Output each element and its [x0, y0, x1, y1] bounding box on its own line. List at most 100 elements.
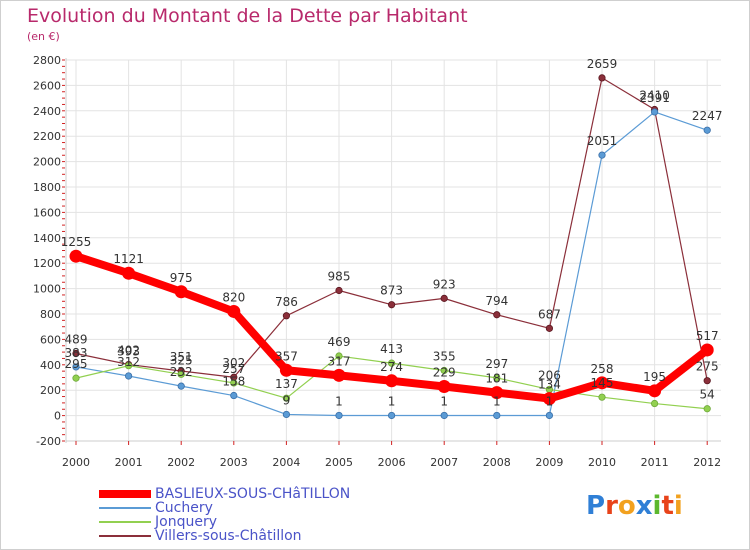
data-label: 1 [440, 394, 448, 408]
data-point [437, 380, 451, 394]
y-tick-label: 200 [40, 384, 61, 397]
data-point [177, 382, 185, 390]
data-label: 312 [117, 355, 140, 369]
y-tick-label: 1600 [33, 206, 61, 219]
data-point [387, 301, 396, 309]
data-label: 1 [388, 394, 396, 408]
data-point [174, 285, 188, 299]
y-tick-label: 600 [40, 333, 61, 346]
logo-letter: i [673, 491, 683, 521]
data-label: 137 [275, 377, 298, 391]
data-point [650, 108, 659, 116]
legend-swatch-cuchery [99, 507, 151, 509]
data-label: 229 [433, 366, 456, 380]
data-point [335, 411, 343, 420]
y-tick-label: 400 [40, 359, 61, 372]
y-tick-label: 1000 [33, 283, 61, 296]
data-point [72, 363, 80, 371]
y-tick-label: 2000 [33, 156, 61, 169]
data-point [385, 374, 399, 388]
data-point [177, 370, 185, 378]
data-point [227, 304, 241, 318]
y-tick-label: 1200 [33, 257, 61, 270]
data-label: 351 [170, 350, 193, 364]
data-label: 302 [222, 356, 245, 370]
data-label: 2659 [587, 57, 618, 71]
data-point [335, 352, 343, 360]
data-point [332, 368, 346, 382]
y-tick-label: 2800 [33, 54, 61, 67]
data-point [122, 266, 136, 280]
data-label: 181 [485, 372, 508, 386]
data-point [493, 411, 501, 420]
data-label: 985 [328, 270, 351, 284]
data-point [279, 363, 293, 377]
data-label: 794 [485, 294, 508, 308]
data-point [598, 151, 606, 159]
legend-item-cuchery: Cuchery [99, 501, 350, 515]
data-label: 134 [538, 378, 561, 392]
legend-label-cuchery: Cuchery [155, 500, 213, 516]
legend-swatch-villers [99, 535, 151, 537]
data-label: 413 [380, 342, 403, 356]
data-label: 489 [65, 332, 88, 346]
chart-subtitle: (en €) [27, 30, 60, 43]
data-label: 195 [643, 370, 666, 384]
data-point [440, 411, 448, 420]
data-point [598, 393, 606, 401]
data-label: 145 [591, 376, 614, 390]
data-point [335, 286, 343, 295]
data-point [545, 411, 554, 420]
data-label: 2410 [639, 89, 670, 103]
y-tick-label: -200 [36, 435, 61, 448]
data-point [703, 126, 711, 134]
data-point [387, 411, 396, 420]
data-point [650, 399, 659, 408]
data-label: 2051 [587, 134, 618, 148]
data-label: 786 [275, 295, 298, 309]
x-tick-label: 2002 [167, 456, 195, 469]
data-point [703, 377, 711, 385]
data-point [230, 379, 238, 387]
logo-letter: o [617, 491, 636, 521]
data-point [703, 405, 711, 413]
data-point [700, 343, 714, 357]
x-tick-label: 2006 [378, 456, 406, 469]
logo-letter: P [586, 491, 606, 521]
data-label: 687 [538, 307, 561, 321]
x-tick-label: 2012 [693, 456, 721, 469]
legend: BASLIEUX-SOUS-CHâTILLON Cuchery Jonquery… [99, 487, 350, 543]
data-point [72, 349, 80, 358]
data-label: 402 [117, 344, 140, 358]
data-label: 1 [546, 394, 554, 408]
x-tick-label: 2007 [430, 456, 458, 469]
data-point [282, 410, 290, 419]
data-point [542, 392, 556, 406]
data-point [125, 372, 133, 380]
x-tick-label: 2010 [588, 456, 616, 469]
data-label: 1255 [61, 235, 92, 249]
legend-label-jonquery: Jonquery [155, 514, 217, 530]
x-tick-label: 2001 [115, 456, 143, 469]
x-tick-label: 2009 [535, 456, 563, 469]
legend-swatch-baslieux [99, 490, 151, 498]
data-label: 975 [170, 271, 193, 285]
data-point [648, 384, 662, 398]
logo-letter: x [635, 491, 653, 521]
data-point [493, 374, 501, 382]
data-label: 2391 [639, 91, 670, 105]
data-label: 357 [275, 349, 298, 363]
data-label: 295 [65, 357, 88, 371]
data-point [440, 294, 448, 302]
legend-item-villers: Villers-sous-Châtillon [99, 529, 350, 543]
data-label: 2247 [692, 109, 723, 123]
legend-label-villers: Villers-sous-Châtillon [155, 528, 302, 544]
y-tick-label: 1800 [33, 181, 61, 194]
data-label: 393 [117, 345, 140, 359]
data-label: 9 [283, 393, 291, 407]
data-point [545, 324, 554, 332]
data-label: 232 [170, 365, 193, 379]
data-label: 1 [493, 394, 501, 408]
